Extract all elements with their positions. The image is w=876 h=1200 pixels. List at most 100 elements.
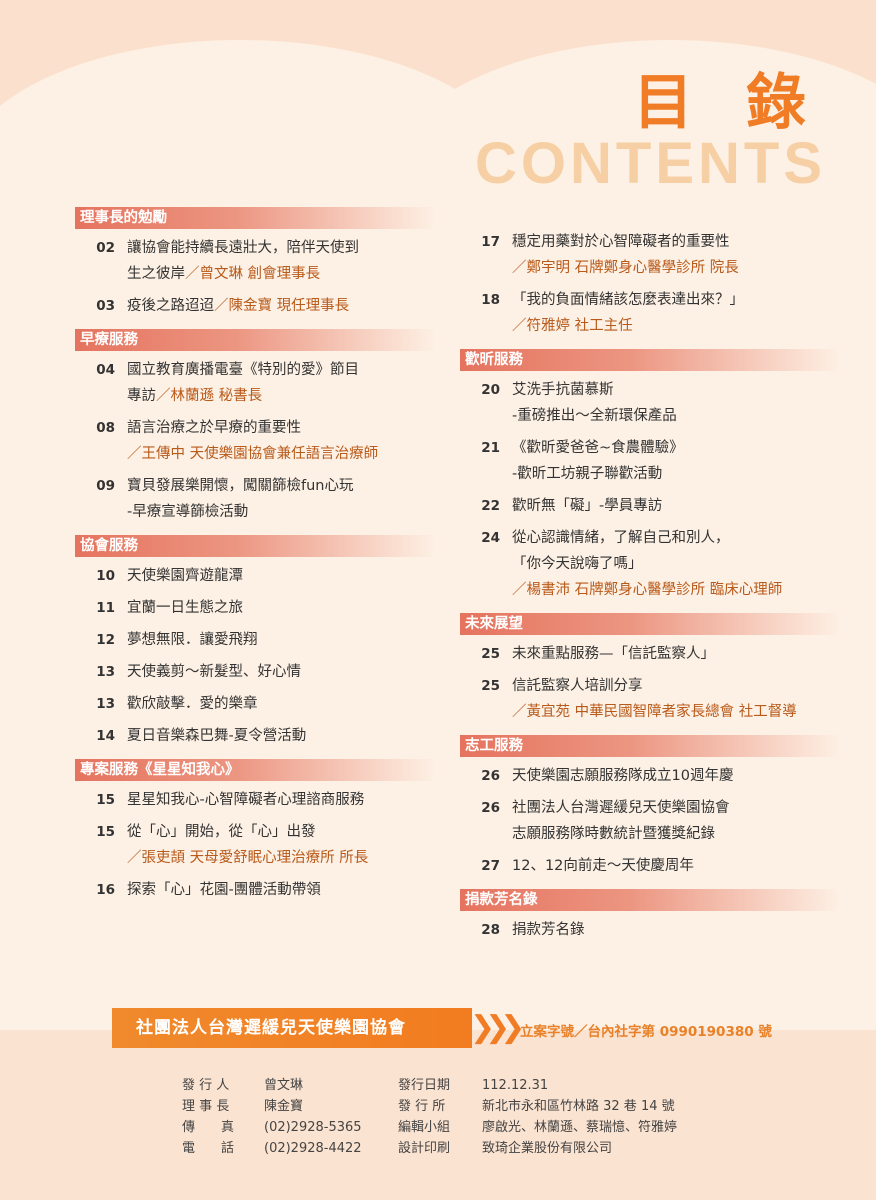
entry-line: 宜蘭一日生態之旅	[127, 600, 243, 616]
page-number: 15	[96, 792, 115, 808]
entry-author: ／符雅婷 社工主任	[512, 318, 633, 334]
toc-entry: 13 歡欣敲擊．愛的樂章	[75, 691, 435, 717]
page-number: 15	[96, 824, 115, 840]
entry-title: 天使樂園志願服務隊成立10週年慶	[512, 763, 840, 789]
entry-line: 志願服務隊時數統計暨獲獎紀錄	[512, 826, 715, 842]
toc-entry: 14 夏日音樂森巴舞-夏令營活動	[75, 723, 435, 749]
toc-entry: 11 宜蘭一日生態之旅	[75, 595, 435, 621]
toc-section: 理事長的勉勵 02 讓協會能持續長遠壯大，陪伴天使到 生之彼岸／曾文琳 創會理事長 03…	[75, 207, 435, 319]
entry-line: 捐款芳名錄	[512, 922, 585, 938]
page-number: 25	[481, 646, 500, 662]
info-row: 傳 真 (02)2928-5365	[182, 1117, 362, 1138]
publisher-info-left: 發 行 人 曾文琳理 事 長 陳金寶傳 真 (02)2928-5365 電 話 (02)2…	[182, 1075, 362, 1159]
info-label: 設計印刷	[398, 1141, 451, 1156]
page-subtitle: CONTENTS	[475, 131, 826, 196]
toc-section: 協會服務 10 天使樂園齊遊龍潭 11 宜蘭一日生態之旅 12 夢想無限．讓愛飛翔 13 天使義…	[75, 535, 435, 749]
entry-title: 穩定用藥對於心智障礙者的重要性 ／鄭宇明 石牌鄭身心醫學診所 院長	[512, 229, 840, 281]
entry-line: 歡昕無「礙」-學員專訪	[512, 498, 663, 514]
entry-line: 讓協會能持續長遠壯大，陪伴天使到	[127, 240, 359, 256]
page-number: 26	[481, 800, 500, 816]
page-title: 目 錄	[633, 68, 822, 138]
toc-entry: 02 讓協會能持續長遠壯大，陪伴天使到 生之彼岸／曾文琳 創會理事長	[75, 235, 435, 287]
toc-section: 17 穩定用藥對於心智障礙者的重要性 ／鄭宇明 石牌鄭身心醫學診所 院長 18 「我的負…	[460, 229, 840, 339]
entry-title: 探索「心」花園-團體活動帶領	[127, 877, 435, 903]
entry-title: 從心認識情緒，了解自己和別人， 「你今天說嗨了嗎」 ／楊書沛 石牌鄭身心醫學診所 臨…	[512, 525, 840, 603]
info-value: 曾文琳	[264, 1078, 304, 1093]
info-value: 112.12.31	[482, 1078, 549, 1093]
toc-section: 歡昕服務 20 艾洗手抗菌慕斯 -重磅推出～全新環保產品 21 《歡昕愛爸爸~食農體驗》 -…	[460, 349, 840, 603]
entry-line: 生之彼岸／曾文琳 創會理事長	[127, 266, 321, 282]
entry-line: 從心認識情緒，了解自己和別人，	[512, 530, 730, 546]
entry-line: 從「心」開始，從「心」出發	[127, 824, 316, 840]
page-number: 03	[96, 298, 115, 314]
entry-line: 天使樂園齊遊龍潭	[127, 568, 243, 584]
section-heading: 捐款芳名錄	[460, 889, 840, 911]
page-number: 28	[481, 922, 500, 938]
entry-author: ／鄭宇明 石牌鄭身心醫學診所 院長	[512, 260, 739, 276]
entry-line: 專訪／林蘭遜 秘書長	[127, 388, 263, 404]
entry-author: ／黃宜苑 中華民國智障者家長總會 社工督導	[512, 704, 797, 720]
entry-title: 夏日音樂森巴舞-夏令營活動	[127, 723, 435, 749]
entry-line: 探索「心」花園-團體活動帶領	[127, 882, 321, 898]
entry-line: 夏日音樂森巴舞-夏令營活動	[127, 728, 307, 744]
info-row: 發 行 所 新北市永和區竹林路 32 巷 14 號	[398, 1096, 677, 1117]
toc-entry: 26 天使樂園志願服務隊成立10週年慶	[460, 763, 840, 789]
info-row: 編輯小組 廖啟光、林蘭遜、蔡瑞憶、符雅婷	[398, 1117, 677, 1138]
info-value: 新北市永和區竹林路 32 巷 14 號	[482, 1099, 675, 1114]
page-number: 11	[96, 600, 115, 616]
info-label: 發 行 人	[182, 1078, 230, 1093]
toc-entry: 20 艾洗手抗菌慕斯 -重磅推出～全新環保產品	[460, 377, 840, 429]
toc-entry: 27 12、12向前走～天使慶周年	[460, 853, 840, 879]
page-number: 16	[96, 882, 115, 898]
info-row: 設計印刷 致琦企業股份有限公司	[398, 1138, 677, 1159]
entry-line: -早療宣導篩檢活動	[127, 504, 249, 520]
page-number: 27	[481, 858, 500, 874]
left-column: 理事長的勉勵 02 讓協會能持續長遠壯大，陪伴天使到 生之彼岸／曾文琳 創會理事長 03…	[75, 207, 435, 913]
entry-line: 艾洗手抗菌慕斯	[512, 382, 614, 398]
entry-line: 天使義剪～新髮型、好心情	[127, 664, 301, 680]
right-column: 17 穩定用藥對於心智障礙者的重要性 ／鄭宇明 石牌鄭身心醫學診所 院長 18 「我的負…	[460, 207, 840, 953]
toc-section: 專案服務《星星知我心》 15 星星知我心-心智障礙者心理諮商服務 15 從「心」開始，從…	[75, 759, 435, 903]
page-number: 17	[481, 234, 500, 250]
entry-title: 星星知我心-心智障礙者心理諮商服務	[127, 787, 435, 813]
toc-entry: 22 歡昕無「礙」-學員專訪	[460, 493, 840, 519]
section-heading: 專案服務《星星知我心》	[75, 759, 435, 781]
organization-banner: 社團法人台灣遲緩兒天使樂園協會	[112, 1008, 472, 1048]
info-label: 電 話	[182, 1141, 235, 1156]
section-heading: 早療服務	[75, 329, 435, 351]
page-number: 09	[96, 478, 115, 494]
toc-entry: 15 星星知我心-心智障礙者心理諮商服務	[75, 787, 435, 813]
info-label: 傳 真	[182, 1120, 235, 1135]
entry-line: 歡欣敲擊．愛的樂章	[127, 696, 258, 712]
entry-title: 「我的負面情緒該怎麼表達出來？」 ／符雅婷 社工主任	[512, 287, 840, 339]
entry-author: ／楊書沛 石牌鄭身心醫學診所 臨床心理師	[512, 582, 783, 598]
entry-title: 天使樂園齊遊龍潭	[127, 563, 435, 589]
entry-line: 天使樂園志願服務隊成立10週年慶	[512, 768, 734, 784]
info-row: 發 行 人 曾文琳	[182, 1075, 362, 1096]
entry-title: 12、12向前走～天使慶周年	[512, 853, 840, 879]
toc-section: 捐款芳名錄 28 捐款芳名錄	[460, 889, 840, 943]
info-row: 電 話 (02)2928-4422	[182, 1138, 362, 1159]
chevron-right-icon: ❯❯❯	[470, 1010, 526, 1045]
entry-line: 國立教育廣播電臺《特別的愛》節目	[127, 362, 359, 378]
entry-title: 《歡昕愛爸爸~食農體驗》 -歡昕工坊親子聯歡活動	[512, 435, 840, 487]
page-number: 13	[96, 664, 115, 680]
toc-entry: 24 從心認識情緒，了解自己和別人， 「你今天說嗨了嗎」 ／楊書沛 石牌鄭身心醫學診所…	[460, 525, 840, 603]
page-number: 13	[96, 696, 115, 712]
entry-line: 寶貝發展樂開懷，闖關篩檢fun心玩	[127, 478, 354, 494]
page-number: 18	[481, 292, 500, 308]
info-label: 編輯小組	[398, 1120, 451, 1135]
entry-line: 「你今天說嗨了嗎」	[512, 556, 643, 572]
entry-line: 信託監察人培訓分享	[512, 678, 643, 694]
toc-entry: 21 《歡昕愛爸爸~食農體驗》 -歡昕工坊親子聯歡活動	[460, 435, 840, 487]
toc-entry: 18 「我的負面情緒該怎麼表達出來？」 ／符雅婷 社工主任	[460, 287, 840, 339]
entry-title: 天使義剪～新髮型、好心情	[127, 659, 435, 685]
page-number: 14	[96, 728, 115, 744]
entry-title: 語言治療之於早療的重要性 ／王傳中 天使樂園協會兼任語言治療師	[127, 415, 435, 467]
info-value: (02)2928-5365	[264, 1120, 362, 1135]
toc-entry: 12 夢想無限．讓愛飛翔	[75, 627, 435, 653]
toc-entry: 26 社團法人台灣遲緩兒天使樂園協會 志願服務隊時數統計暨獲獎紀錄	[460, 795, 840, 847]
toc-entry: 08 語言治療之於早療的重要性 ／王傳中 天使樂園協會兼任語言治療師	[75, 415, 435, 467]
entry-line: 語言治療之於早療的重要性	[127, 420, 301, 436]
